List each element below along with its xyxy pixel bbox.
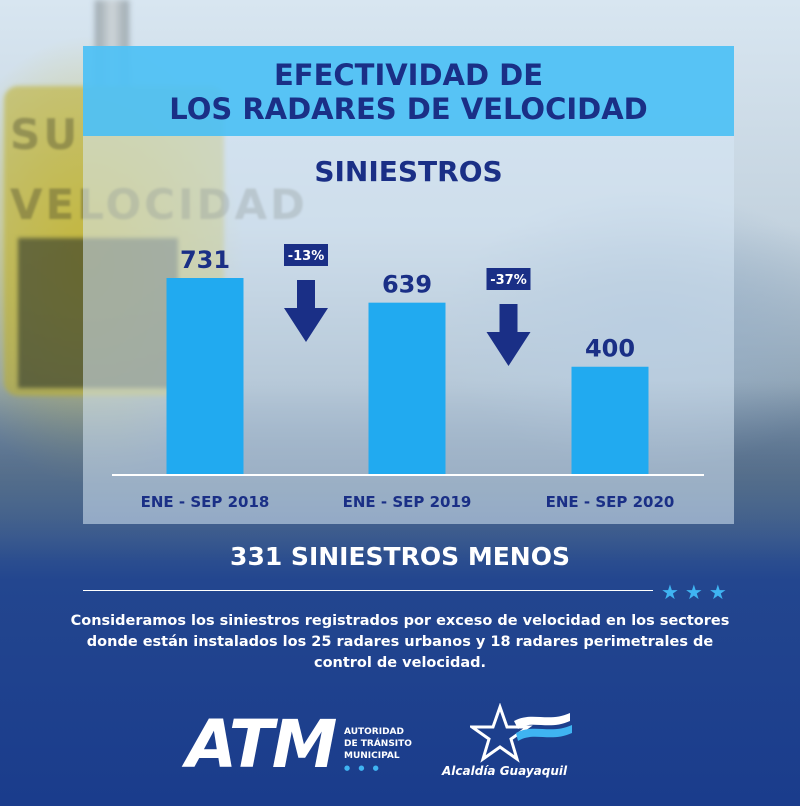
alcaldia-logo-text: Alcaldía Guayaquil [442,764,568,778]
title-band [83,46,734,136]
bar-value-label-2: 400 [585,335,635,363]
change-label-1: -37% [490,273,527,288]
bar-1 [368,302,446,474]
down-arrow-icon-0 [284,280,328,342]
category-label-1: ENE - SEP 2019 [343,493,472,511]
divider-line [83,590,653,591]
down-arrow-icon-1 [486,304,531,366]
atm-dots-icon: ● ● ● [344,764,382,772]
bar-0 [166,278,244,474]
stars-icon: ★★★ [661,580,733,604]
chart-title: SINIESTROS [314,155,503,188]
atm-subtitle-line-2: DE TRÁNSITO [344,739,412,749]
star-flag-icon [470,703,572,763]
atm-subtitle-line-1: AUTORIDAD [344,727,404,737]
page-title: EFECTIVIDAD DE LOS RADARES DE VELOCIDAD [83,58,734,126]
bar-2 [571,366,649,474]
atm-subtitle-line-3: MUNICIPAL [344,751,400,761]
atm-subtitle: AUTORIDAD DE TRÁNSITO MUNICIPAL [344,726,412,762]
change-label-0: -13% [288,249,325,264]
bar-value-label-0: 731 [180,246,230,274]
title-line-2: LOS RADARES DE VELOCIDAD [169,92,648,126]
methodology-note: Consideramos los siniestros registrados … [70,613,730,671]
bar-value-label-1: 639 [382,271,432,299]
total-reduction: 331 SINIESTROS MENOS [230,542,570,571]
atm-logo: ATM [186,706,337,783]
title-line-1: EFECTIVIDAD DE [273,58,544,92]
change-badge-0 [284,244,328,266]
category-label-2: ENE - SEP 2020 [546,493,675,511]
category-label-0: ENE - SEP 2018 [141,493,270,511]
change-badge-1 [486,268,531,290]
